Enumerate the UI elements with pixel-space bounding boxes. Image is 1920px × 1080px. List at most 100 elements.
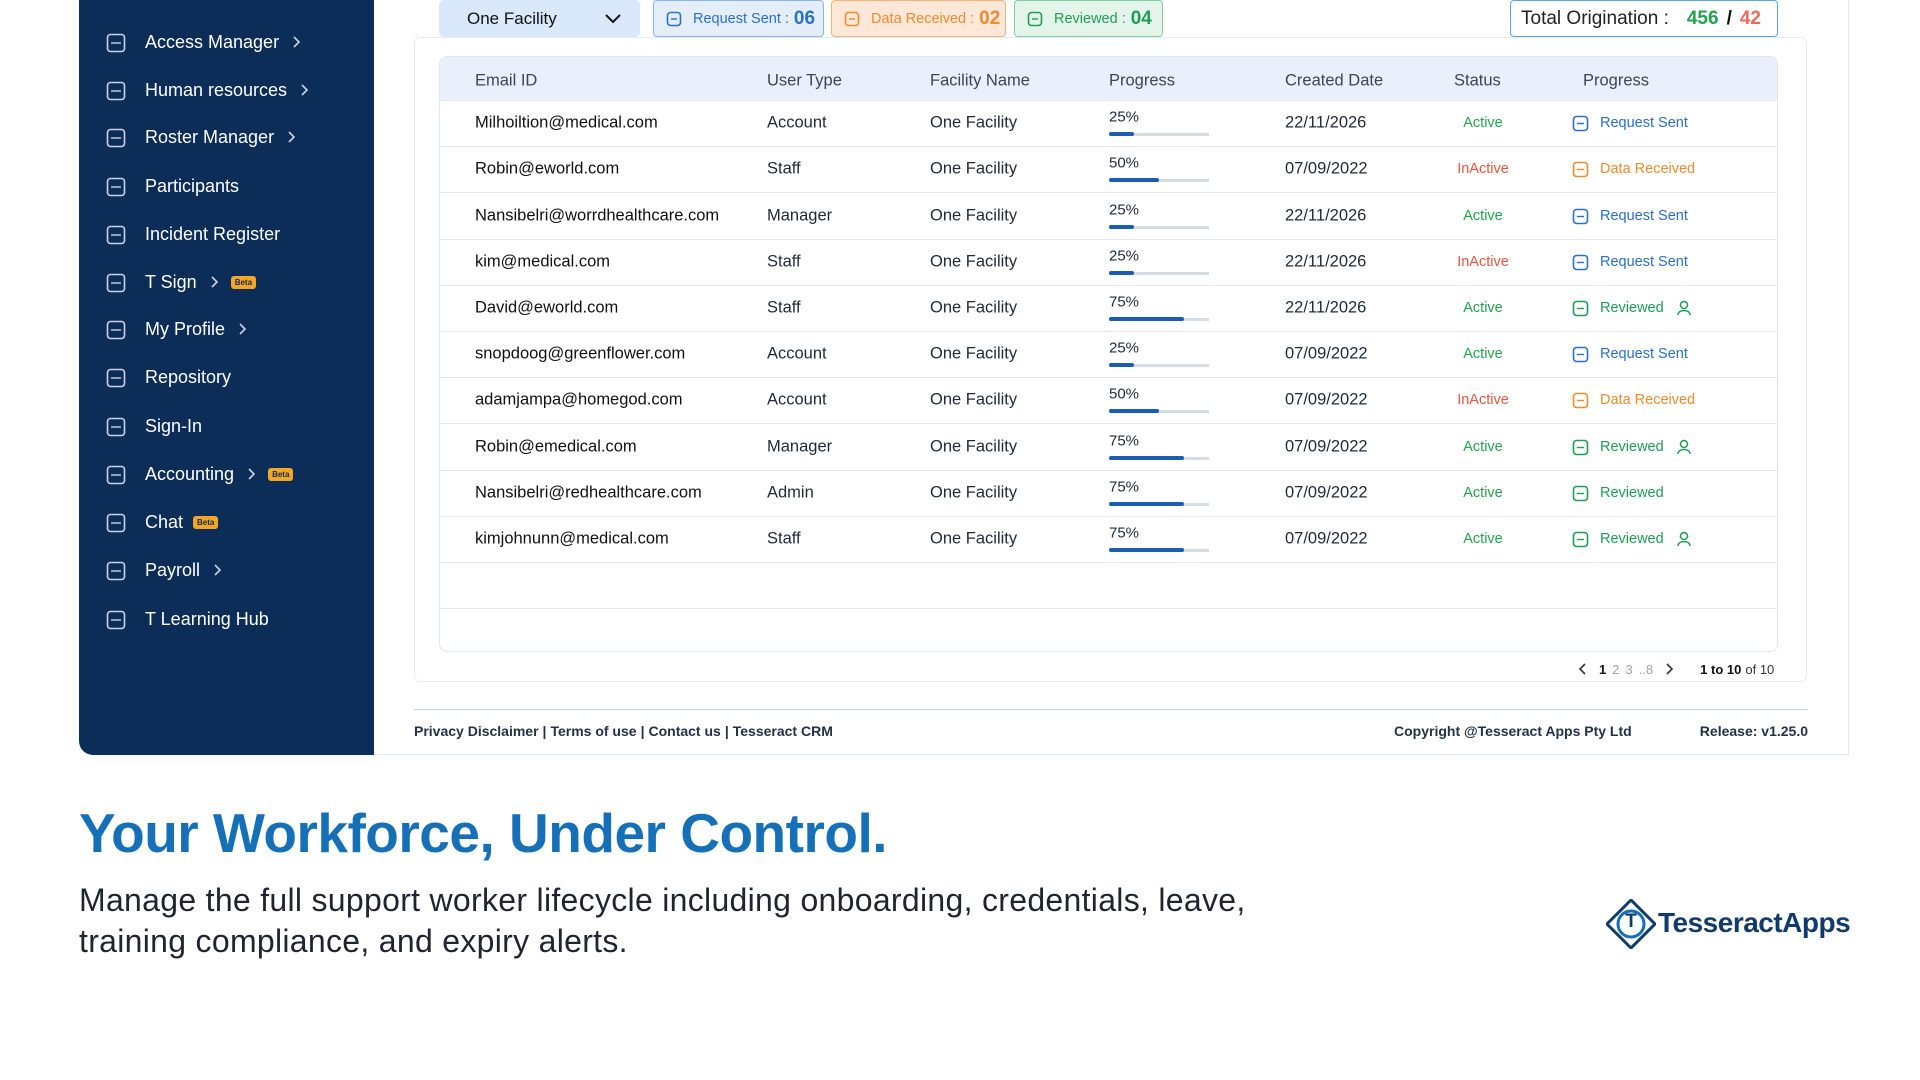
footer-links: Privacy Disclaimer | Terms of use | Contact …: [414, 723, 833, 739]
chevron: [301, 84, 309, 96]
status-filter[interactable]: Request Sent :06: [653, 0, 824, 37]
row-divider: [440, 515, 1777, 517]
page-number[interactable]: ..8: [1638, 661, 1654, 677]
icon: [106, 465, 126, 485]
sidebar-item[interactable]: Incident Register: [79, 214, 280, 254]
reviewer-icon-shape: [1677, 309, 1691, 316]
stage-cell: Reviewed: [1600, 530, 1664, 547]
sidebar-item[interactable]: T Learning Hub: [79, 599, 269, 639]
dropdown-arrow: [605, 14, 621, 24]
sidebar-label: Access Manager: [145, 31, 280, 52]
facility-cell: One Facility: [930, 344, 1018, 363]
icon-shape: [1027, 11, 1043, 27]
status-cell: Active: [1463, 484, 1503, 501]
page-number[interactable]: 1: [1599, 661, 1607, 677]
icon-shape: [106, 81, 126, 101]
row-divider: [440, 423, 1777, 425]
email-cell: Nansibelri@worrdhealthcare.com: [475, 206, 720, 224]
icon: [106, 33, 126, 53]
progress-label: 25%: [1109, 339, 1140, 357]
column-header: Progress: [1109, 71, 1176, 90]
row-divider: [440, 284, 1777, 286]
status-cell: Active: [1463, 346, 1503, 363]
status-filter-label: Reviewed :: [1054, 10, 1126, 27]
status-cell: Active: [1463, 530, 1503, 547]
prev-page[interactable]: [1578, 663, 1588, 675]
progress-label: 75%: [1109, 478, 1140, 496]
icon-shape: [106, 513, 126, 533]
reviewer-icon-shape: [1679, 300, 1689, 310]
user-type-cell: Staff: [767, 298, 801, 317]
icon-shape: [1572, 208, 1589, 224]
icon-shape: [106, 320, 126, 340]
sidebar-item[interactable]: Roster Manager: [79, 117, 298, 157]
progress-bar: [1109, 409, 1159, 414]
icon-shape: [106, 177, 126, 197]
icon-shape: [1572, 161, 1589, 178]
chevron-shape: [239, 323, 247, 335]
email-cell: Nansibelri@redhealthcare.com: [475, 483, 702, 502]
email-cell: adamjampa@homegod.com: [475, 390, 683, 409]
sidebar-label: Chat: [145, 511, 184, 532]
stage-cell: Reviewed: [1600, 299, 1664, 316]
facility-select[interactable]: One Facility: [439, 0, 640, 37]
column-header: Facility Name: [930, 71, 1030, 90]
sidebar-item[interactable]: T Sign Beta: [79, 262, 257, 302]
footer-link[interactable]: Terms of use: [550, 723, 637, 739]
dropdown-arrow-shape: [605, 14, 621, 24]
sidebar-item[interactable]: Human resources: [79, 70, 311, 110]
email-cell: David@eworld.com: [475, 298, 619, 317]
icon-shape: [1572, 254, 1589, 270]
progress-label: 75%: [1109, 524, 1140, 542]
status-filter[interactable]: Reviewed :04: [1014, 0, 1163, 37]
prev-page-shape: [1578, 663, 1586, 675]
page-number[interactable]: 2: [1612, 661, 1620, 677]
icon-shape: [1572, 531, 1589, 548]
icon-shape: [106, 368, 126, 388]
reviewer-icon-shape: [1677, 540, 1691, 547]
sidebar-item[interactable]: Accounting Beta: [79, 454, 294, 494]
footer-link[interactable]: Contact us: [648, 723, 721, 739]
icon: [666, 11, 682, 27]
created-date-cell: 22/11/2026: [1285, 206, 1367, 224]
user-type-cell: Account: [767, 390, 827, 409]
progress-bar: [1109, 501, 1184, 506]
icon-shape: [106, 465, 126, 485]
sidebar-item[interactable]: Chat Beta: [79, 502, 219, 542]
status-cell: InActive: [1457, 161, 1509, 178]
hero-line: Manage the full support worker lifecycle…: [79, 882, 1246, 918]
footer-link[interactable]: Privacy Disclaimer: [414, 723, 539, 739]
icon: [106, 610, 126, 630]
sidebar-label: Human resources: [145, 79, 288, 100]
stage-cell: Reviewed: [1600, 484, 1664, 501]
sidebar-item[interactable]: Repository: [79, 357, 231, 397]
sidebar-item[interactable]: Participants: [79, 166, 239, 206]
page-number[interactable]: 3: [1625, 661, 1633, 677]
icon-shape: [1572, 392, 1589, 409]
user-type-cell: Account: [767, 344, 827, 363]
beta-badge: Beta: [268, 467, 294, 481]
icon: [106, 368, 126, 388]
status-cell: Active: [1463, 207, 1503, 224]
icon: [106, 320, 126, 340]
chevron: [211, 276, 218, 288]
sidebar-item[interactable]: My Profile: [79, 309, 249, 349]
progress-bar: [1109, 547, 1184, 552]
next-page[interactable]: [1664, 663, 1674, 675]
row-divider: [440, 238, 1777, 240]
status-filter[interactable]: Data Received :02: [831, 0, 1006, 37]
created-date-cell: 07/09/2022: [1285, 529, 1368, 548]
created-date-cell: 22/11/2026: [1285, 113, 1367, 132]
facility-cell: One Facility: [930, 437, 1018, 455]
sidebar-item[interactable]: Access Manager: [79, 22, 303, 62]
sidebar-item[interactable]: Payroll: [79, 550, 224, 590]
chevron-shape: [211, 276, 218, 288]
chevron-shape: [214, 564, 222, 576]
stage-cell: Request Sent: [1600, 253, 1688, 270]
chevron: [293, 36, 301, 48]
hero-title: Your Workforce, Under Control.: [79, 802, 888, 864]
footer-link[interactable]: Tesseract CRM: [732, 723, 833, 739]
sidebar-item[interactable]: Sign-In: [79, 406, 202, 446]
